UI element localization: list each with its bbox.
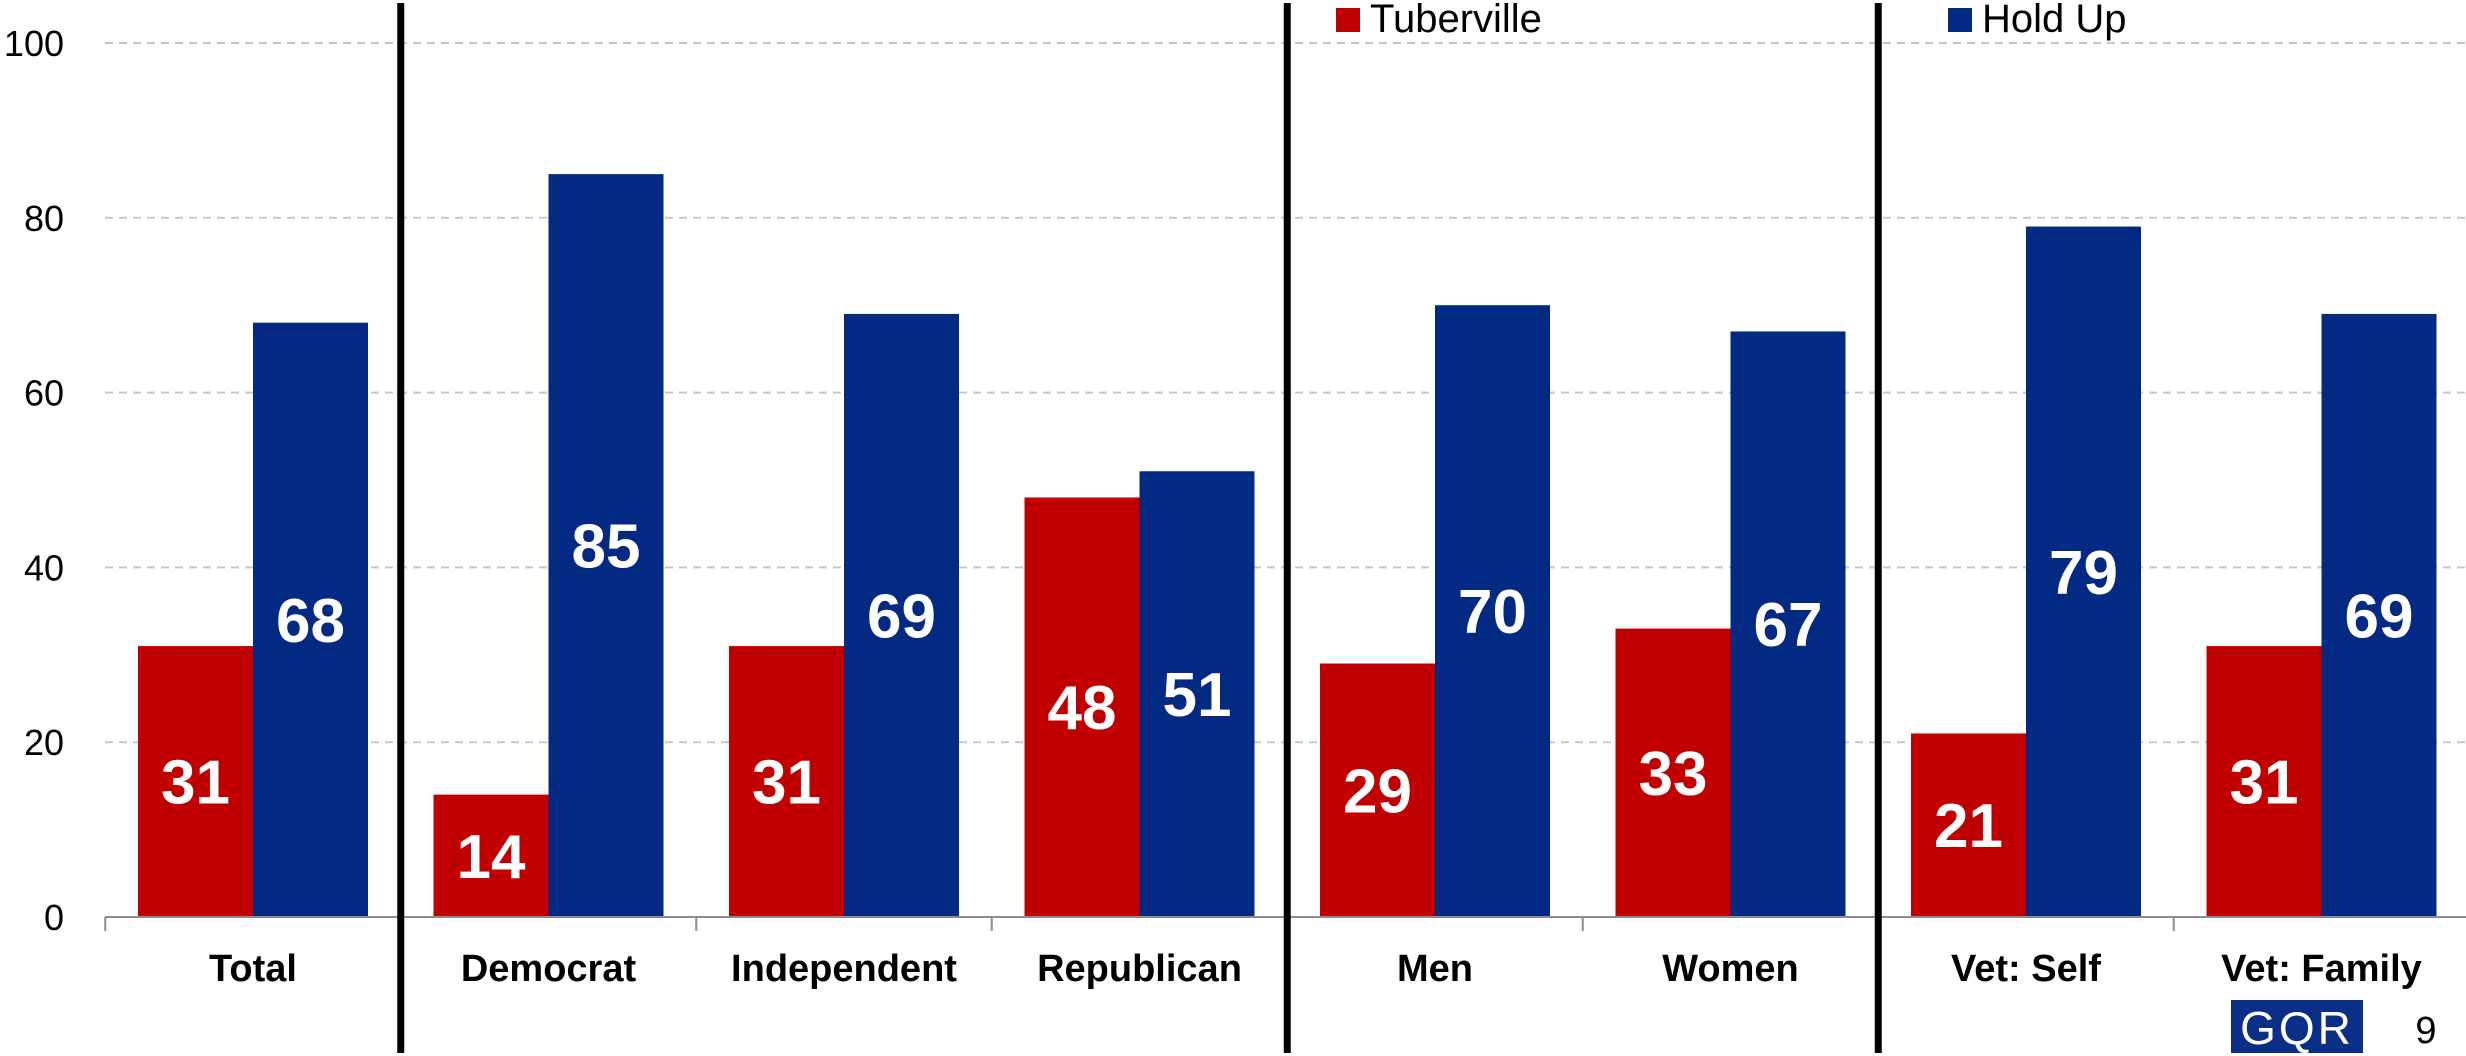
data-label: 33 [1639,740,1708,809]
category-label: Vet: Self [1951,948,2101,990]
legend-swatch [1336,8,1360,32]
page-number: 9 [2415,1010,2437,1052]
data-label: 69 [2345,582,2414,651]
category-label: Men [1397,948,1473,990]
bar-hold-up [844,313,959,917]
bar-hold-up [548,174,664,918]
bar-hold-up [253,322,368,917]
bar-tuberville [433,794,549,917]
data-label: 70 [1458,578,1527,647]
x-axis: Total Democrat Independent Republican Men Wom… [104,916,2466,990]
bar-hold-up [2321,313,2437,917]
data-label: 48 [1048,674,1117,743]
bar-hold-up [1139,471,1255,917]
data-label: 51 [1163,661,1232,730]
y-tick-label: 40 [24,547,64,588]
data-label: 69 [867,582,936,651]
legend-label: Hold Up [1982,0,2127,41]
data-label: 67 [1754,591,1823,660]
category-label: Democrat [461,948,637,990]
gqr-logo: GQR [2231,1000,2363,1054]
data-label: 29 [1343,757,1412,826]
bar-hold-up [1435,305,1550,917]
data-label: 31 [161,749,230,818]
legend-swatch [1948,8,1972,32]
bar-tuberville [1024,497,1140,917]
category-label: Independent [731,948,957,990]
bars [138,174,2437,918]
bar-hold-up [2026,226,2141,918]
bar-tuberville [138,646,253,917]
category-label: Vet: Family [2221,948,2422,990]
legend-label: Tuberville [1370,0,1542,41]
data-label: 68 [276,587,345,656]
data-labels: 31 68 14 85 31 69 48 51 29 70 33 67 21 79 31 69 [161,513,2413,892]
category-label: Total [209,948,297,990]
category-label: Republican [1037,948,1242,990]
bar-tuberville [729,646,844,917]
data-label: 85 [572,513,641,582]
legend: Tuberville Hold Up [1336,0,2127,41]
bar-tuberville [1320,663,1435,917]
data-label: 31 [2230,749,2299,818]
y-tick-label: 80 [24,198,64,239]
y-axis: 0 20 40 60 80 100 [4,23,64,938]
group-separators [397,3,1882,1053]
y-tick-label: 20 [24,722,64,763]
bar-tuberville [2206,646,2322,917]
data-label: 14 [457,823,526,892]
y-tick-label: 60 [24,373,64,414]
category-label: Women [1662,948,1799,990]
y-tick-label: 100 [4,23,64,64]
bar-tuberville [1911,733,2026,917]
data-label: 21 [1934,792,2003,861]
y-tick-label: 0 [44,897,64,938]
data-label: 31 [752,749,821,818]
bar-tuberville [1615,628,1731,917]
data-label: 79 [2049,539,2118,608]
bar-hold-up [1730,331,1846,917]
